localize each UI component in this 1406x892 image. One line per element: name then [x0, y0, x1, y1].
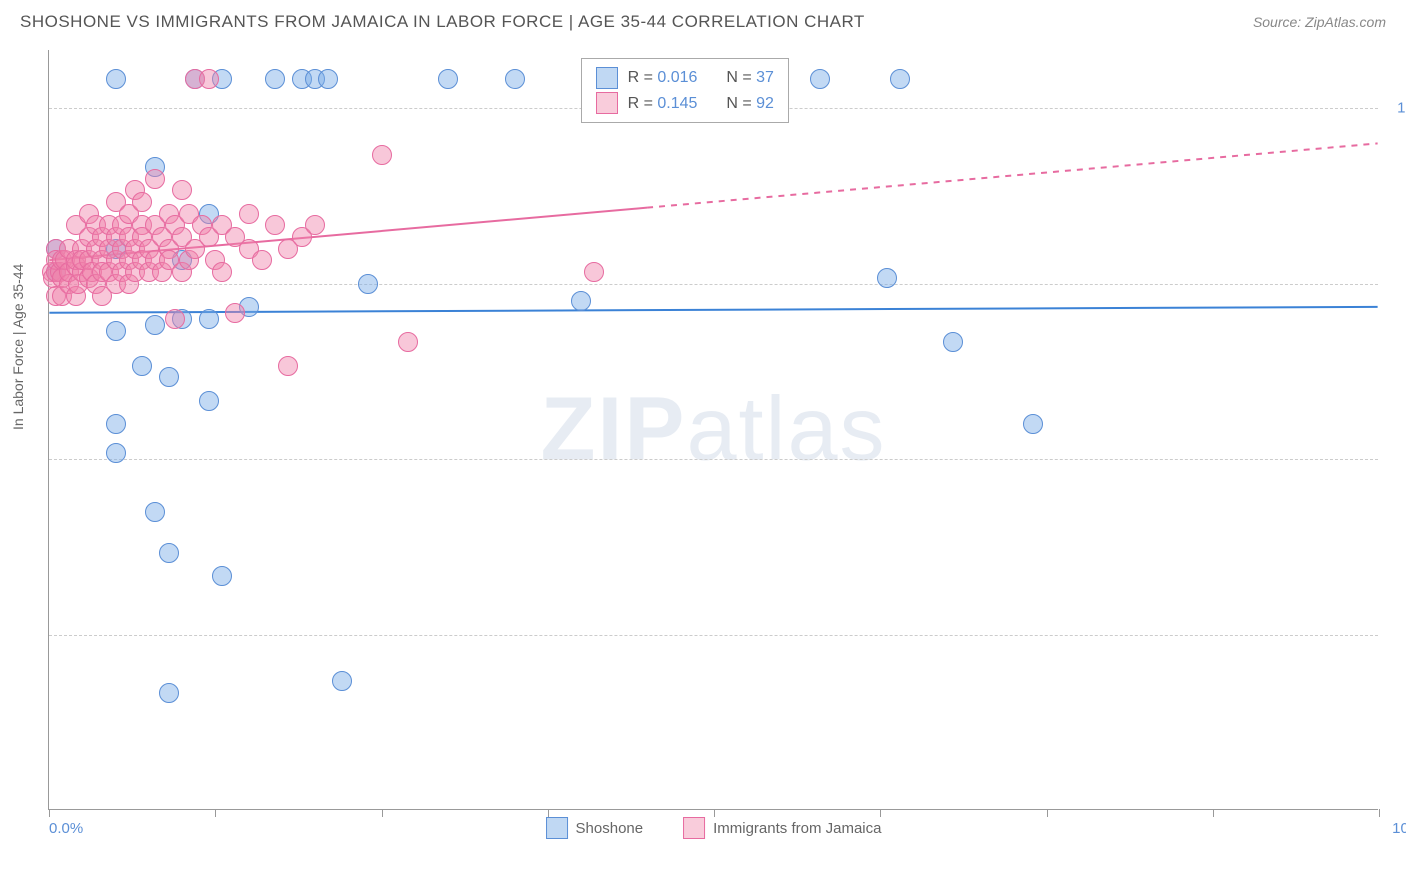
- x-tick-label-max: 100.0%: [1392, 820, 1406, 837]
- data-point: [165, 309, 185, 329]
- chart-title: SHOSHONE VS IMMIGRANTS FROM JAMAICA IN L…: [20, 12, 865, 32]
- data-point: [199, 69, 219, 89]
- r-label: R = 0.016: [628, 65, 698, 91]
- x-tick-label-min: 0.0%: [49, 820, 83, 837]
- data-point: [318, 69, 338, 89]
- data-point: [890, 69, 910, 89]
- data-point: [159, 543, 179, 563]
- data-point: [106, 69, 126, 89]
- data-point: [145, 315, 165, 335]
- data-point: [332, 671, 352, 691]
- data-point: [252, 250, 272, 270]
- stats-swatch: [596, 92, 618, 114]
- data-point: [943, 332, 963, 352]
- chart-area: ZIPatlas 55.0%70.0%85.0%100.0% R = 0.016…: [48, 50, 1378, 810]
- data-point: [239, 204, 259, 224]
- x-tick: [880, 809, 881, 817]
- data-point: [172, 180, 192, 200]
- legend-item-jamaica: Immigrants from Jamaica: [683, 817, 881, 839]
- data-point: [212, 262, 232, 282]
- data-point: [1023, 414, 1043, 434]
- data-point: [810, 69, 830, 89]
- legend-swatch: [683, 817, 705, 839]
- data-point: [278, 356, 298, 376]
- data-point: [225, 303, 245, 323]
- data-point: [372, 145, 392, 165]
- x-tick: [215, 809, 216, 817]
- data-point: [877, 268, 897, 288]
- data-point: [145, 502, 165, 522]
- data-point: [505, 69, 525, 89]
- data-point: [159, 683, 179, 703]
- data-point: [438, 69, 458, 89]
- source-label: Source: ZipAtlas.com: [1253, 14, 1386, 30]
- stats-row: R = 0.016 N = 37: [596, 65, 774, 91]
- data-point: [145, 169, 165, 189]
- x-tick: [382, 809, 383, 817]
- x-tick: [1047, 809, 1048, 817]
- data-point: [358, 274, 378, 294]
- x-tick: [49, 809, 50, 817]
- y-axis-label: In Labor Force | Age 35-44: [10, 264, 26, 430]
- legend-label: Shoshone: [576, 820, 644, 837]
- data-point: [571, 291, 591, 311]
- data-point: [132, 192, 152, 212]
- data-point: [265, 215, 285, 235]
- n-label: N = 37: [726, 65, 774, 91]
- n-label: N = 92: [726, 91, 774, 117]
- data-point: [584, 262, 604, 282]
- data-point: [199, 391, 219, 411]
- stats-swatch: [596, 67, 618, 89]
- data-point: [212, 566, 232, 586]
- data-point: [106, 443, 126, 463]
- stats-row: R = 0.145 N = 92: [596, 91, 774, 117]
- data-point: [132, 356, 152, 376]
- plot-area: [49, 50, 1378, 809]
- legend-swatch: [546, 817, 568, 839]
- data-point: [265, 69, 285, 89]
- data-point: [159, 367, 179, 387]
- legend-label: Immigrants from Jamaica: [713, 820, 881, 837]
- x-tick: [714, 809, 715, 817]
- x-tick: [1379, 809, 1380, 817]
- r-label: R = 0.145: [628, 91, 698, 117]
- x-tick: [548, 809, 549, 817]
- data-point: [199, 309, 219, 329]
- data-point: [106, 321, 126, 341]
- bottom-legend: Shoshone Immigrants from Jamaica: [546, 817, 882, 839]
- x-tick: [1213, 809, 1214, 817]
- data-point: [398, 332, 418, 352]
- correlation-stats-box: R = 0.016 N = 37R = 0.145 N = 92: [581, 58, 789, 123]
- legend-item-shoshone: Shoshone: [546, 817, 644, 839]
- data-point: [106, 414, 126, 434]
- y-tick-label: 100.0%: [1397, 100, 1406, 117]
- data-point: [305, 215, 325, 235]
